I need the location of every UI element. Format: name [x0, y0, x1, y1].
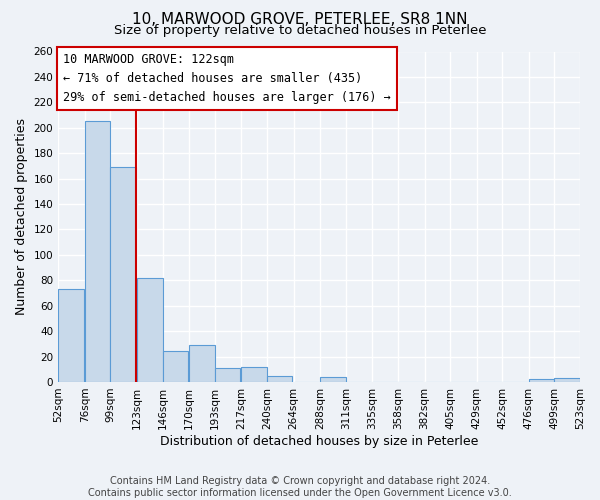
Bar [189, 345, 215, 382]
Bar [137, 278, 163, 382]
Bar [320, 377, 346, 382]
Bar [163, 352, 188, 382]
Bar [110, 167, 136, 382]
Bar [215, 368, 240, 382]
Text: Size of property relative to detached houses in Peterlee: Size of property relative to detached ho… [114, 24, 486, 37]
Bar [529, 380, 554, 382]
Bar [554, 378, 580, 382]
Bar [267, 376, 292, 382]
X-axis label: Distribution of detached houses by size in Peterlee: Distribution of detached houses by size … [160, 434, 478, 448]
Text: 10, MARWOOD GROVE, PETERLEE, SR8 1NN: 10, MARWOOD GROVE, PETERLEE, SR8 1NN [132, 12, 468, 28]
Bar [241, 366, 267, 382]
Y-axis label: Number of detached properties: Number of detached properties [15, 118, 28, 315]
Text: Contains HM Land Registry data © Crown copyright and database right 2024.
Contai: Contains HM Land Registry data © Crown c… [88, 476, 512, 498]
Bar [85, 122, 110, 382]
Text: 10 MARWOOD GROVE: 122sqm
← 71% of detached houses are smaller (435)
29% of semi-: 10 MARWOOD GROVE: 122sqm ← 71% of detach… [64, 53, 391, 104]
Bar [58, 289, 84, 382]
